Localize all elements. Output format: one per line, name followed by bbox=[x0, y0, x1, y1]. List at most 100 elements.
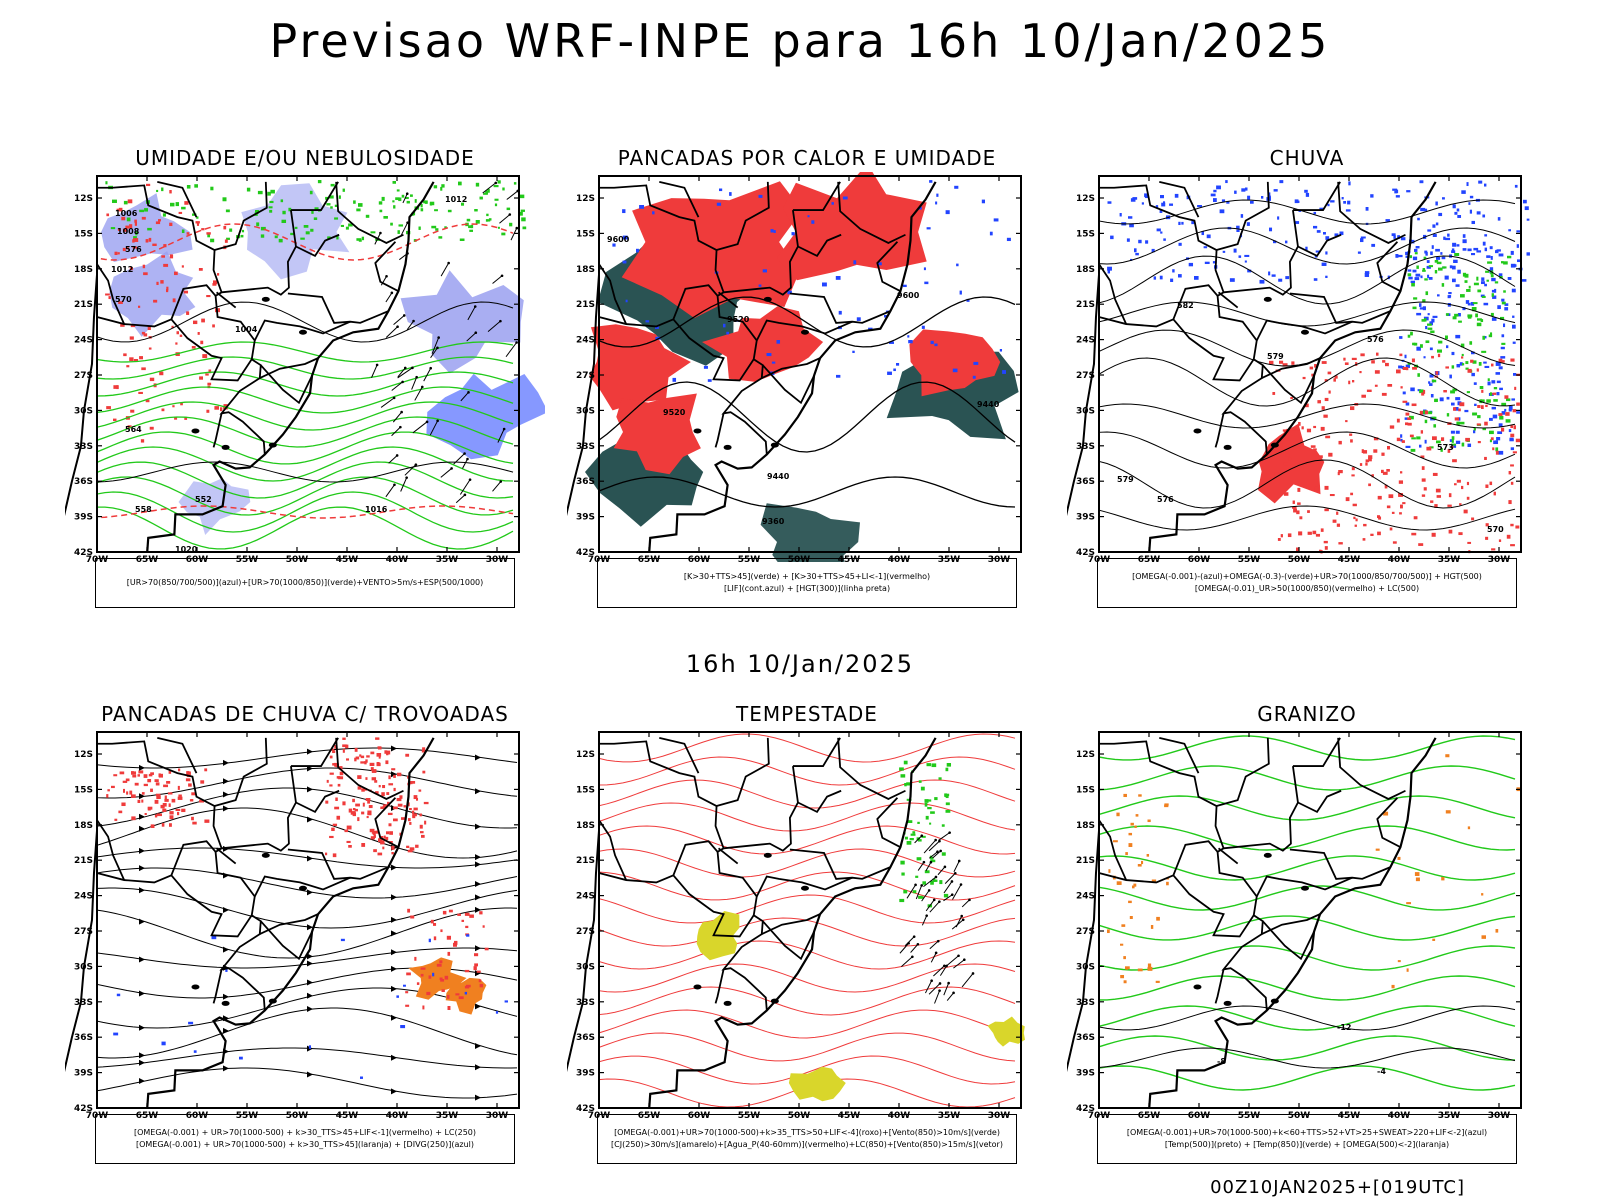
omega-green-speckle bbox=[1437, 349, 1442, 353]
lat-label: 15S bbox=[576, 229, 595, 239]
wind-vector bbox=[957, 954, 960, 958]
omega-speckle bbox=[1496, 380, 1501, 384]
wind-vector bbox=[499, 480, 503, 483]
temp850-contour bbox=[1098, 975, 1516, 1001]
omega-orange-speckle bbox=[1406, 902, 1412, 905]
omega-orange-speckle bbox=[1134, 825, 1137, 828]
omega-speckle bbox=[1429, 321, 1433, 326]
thunder-speckle bbox=[189, 799, 193, 802]
rain-speckle bbox=[1402, 400, 1408, 403]
wind-vector bbox=[399, 425, 402, 429]
omega-speckle bbox=[1161, 202, 1166, 207]
omega-speckle bbox=[1238, 255, 1242, 258]
wind-vector bbox=[508, 213, 512, 216]
legend-line: [K>30+TTS>45](verde) + [K>30+TTS>45+LI<-… bbox=[683, 572, 931, 581]
thunder-speckle bbox=[413, 795, 418, 800]
thunder-speckle bbox=[178, 768, 181, 772]
omega-green-speckle bbox=[1429, 446, 1434, 449]
rain-speckle bbox=[1374, 384, 1378, 387]
omega-speckle bbox=[1473, 247, 1479, 251]
wind-vector bbox=[385, 274, 388, 278]
omega-speckle bbox=[1145, 240, 1149, 244]
omega-speckle bbox=[1399, 336, 1403, 339]
lat-label: 12S bbox=[1076, 750, 1095, 760]
rain-speckle bbox=[1516, 402, 1520, 406]
wind-vector bbox=[405, 476, 408, 479]
omega-speckle bbox=[1462, 307, 1466, 311]
contour-label: 1016 bbox=[365, 505, 388, 514]
thickness-contour bbox=[96, 505, 514, 519]
rain-speckle bbox=[1321, 406, 1325, 410]
humidity-speckle bbox=[170, 202, 175, 207]
lif-speckle bbox=[655, 326, 659, 329]
omega-speckle bbox=[1423, 356, 1426, 359]
thickness-speckle bbox=[205, 373, 209, 376]
omega-speckle bbox=[1313, 225, 1318, 229]
omega-speckle bbox=[1210, 193, 1216, 197]
thickness-speckle bbox=[129, 336, 134, 340]
lat-label: 33S bbox=[74, 998, 93, 1008]
streamline-arrow bbox=[139, 887, 145, 894]
omega-speckle bbox=[1445, 237, 1451, 241]
rain-speckle bbox=[1389, 527, 1393, 531]
lif-speckle bbox=[838, 310, 842, 315]
omega-speckle bbox=[1163, 201, 1166, 204]
thickness-speckle bbox=[129, 224, 133, 229]
legend-box: [OMEGA(-0.001) + UR>70(1000-500) + k>30_… bbox=[95, 1114, 515, 1164]
omega-speckle bbox=[1492, 414, 1498, 419]
thunder-speckle bbox=[479, 911, 483, 915]
thunder-speckle bbox=[433, 923, 437, 926]
omega-speckle bbox=[1203, 246, 1208, 249]
rain-speckle bbox=[1431, 532, 1436, 537]
wind-vector bbox=[506, 190, 519, 200]
omega-speckle bbox=[1426, 260, 1430, 263]
green-contour bbox=[96, 341, 514, 363]
thunder-speckle bbox=[409, 822, 412, 825]
streamline-arrow bbox=[223, 907, 229, 914]
streamline-arrow bbox=[139, 918, 145, 925]
thickness-speckle bbox=[129, 357, 134, 362]
omega-speckle bbox=[1334, 233, 1339, 237]
rain-speckle bbox=[1493, 491, 1496, 496]
wind-speckle bbox=[906, 841, 912, 845]
omega-green-speckle bbox=[1482, 335, 1485, 340]
border-line bbox=[761, 357, 821, 379]
omega-speckle bbox=[1126, 238, 1130, 242]
humidity-speckle bbox=[494, 198, 499, 201]
lif-speckle bbox=[645, 320, 650, 323]
thickness-speckle bbox=[217, 273, 220, 276]
omega-speckle bbox=[1501, 298, 1505, 302]
green-contour bbox=[96, 476, 514, 516]
humidity-speckle bbox=[398, 197, 402, 202]
omega-speckle bbox=[1247, 195, 1251, 200]
omega-orange-speckle bbox=[1108, 869, 1111, 873]
thunder-speckle bbox=[199, 799, 204, 803]
omega-orange-speckle bbox=[1123, 956, 1126, 960]
omega-green-speckle bbox=[1436, 261, 1442, 265]
wind-speckle bbox=[934, 797, 938, 801]
divergence-dot bbox=[161, 1041, 166, 1046]
omega-speckle bbox=[1107, 201, 1112, 204]
humidity-speckle bbox=[300, 237, 305, 240]
omega-green-speckle bbox=[1499, 415, 1504, 420]
omega-speckle bbox=[1435, 201, 1438, 206]
rain-speckle bbox=[1434, 504, 1438, 508]
thunder-speckle bbox=[375, 791, 379, 795]
streamline-arrow bbox=[139, 1077, 145, 1084]
thunder-speckle bbox=[379, 838, 383, 843]
wind-speckle bbox=[931, 763, 937, 768]
humidity-speckle bbox=[192, 213, 197, 216]
thickness-speckle bbox=[130, 409, 135, 413]
omega-speckle bbox=[1271, 274, 1276, 277]
wind-speckle bbox=[906, 782, 911, 786]
omega-orange-speckle bbox=[1150, 925, 1154, 929]
thunder-speckle bbox=[373, 849, 377, 853]
thunder-speckle bbox=[420, 831, 424, 834]
wind-vector bbox=[916, 942, 920, 946]
wind-vector bbox=[953, 860, 960, 873]
thickness-speckle bbox=[223, 404, 228, 407]
rain-speckle bbox=[1418, 543, 1424, 546]
hgt-contour bbox=[598, 381, 1016, 453]
rain-speckle bbox=[1477, 405, 1481, 409]
temp850-contour bbox=[1098, 1065, 1516, 1091]
